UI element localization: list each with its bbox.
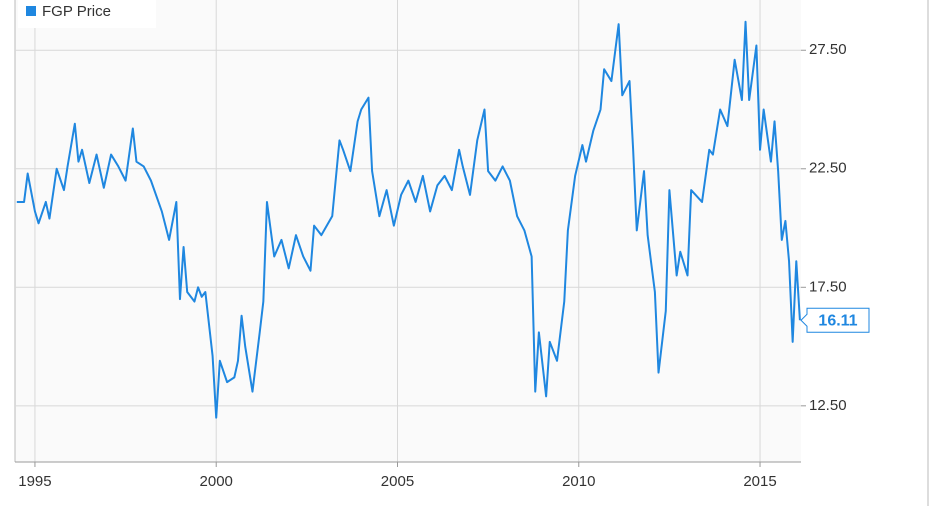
x-tick-label: 2015	[743, 473, 776, 490]
y-tick-label: 17.50	[809, 278, 847, 295]
plot-layer	[15, 0, 801, 462]
last-value-box	[800, 307, 870, 333]
y-tick-label: 27.50	[809, 41, 847, 58]
legend: FGP Price	[18, 0, 156, 28]
legend-box	[18, 0, 156, 28]
x-tick-label: 2005	[381, 473, 414, 490]
x-tick-label: 1995	[18, 473, 51, 490]
price-line	[16, 20, 801, 419]
y-tick-label: 12.50	[809, 397, 847, 414]
last-value-label: 16.11	[818, 312, 857, 329]
x-tick-label: 2000	[200, 473, 233, 490]
y-tick-label: 22.50	[809, 160, 847, 177]
plot-area	[15, 0, 801, 462]
legend-swatch	[26, 6, 36, 16]
x-tick-label: 2010	[562, 473, 595, 490]
legend-label: FGP Price	[42, 3, 111, 20]
